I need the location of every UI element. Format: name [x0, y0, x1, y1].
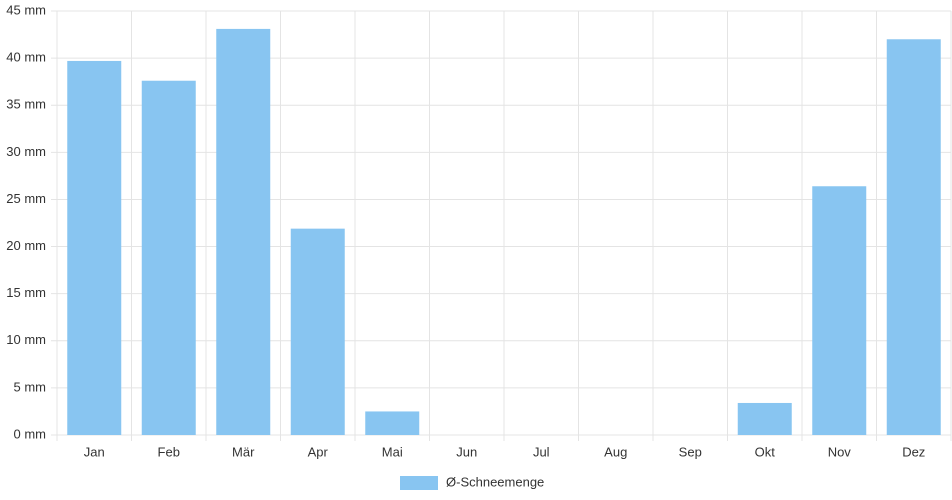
bar	[67, 60, 122, 436]
x-tick-label: Jan	[84, 444, 105, 459]
y-tick-label: 45 mm	[6, 2, 46, 17]
x-tick-label: Mär	[232, 444, 255, 459]
x-tick-label: Jul	[533, 444, 550, 459]
bar	[141, 80, 196, 436]
x-tick-label: Jun	[456, 444, 477, 459]
bar	[737, 402, 792, 435]
y-tick-label: 40 mm	[6, 50, 46, 65]
bar	[216, 28, 271, 435]
bar	[886, 39, 941, 436]
x-tick-label: Nov	[828, 444, 852, 459]
legend-swatch	[400, 476, 438, 490]
y-tick-label: 5 mm	[14, 379, 47, 394]
x-tick-label: Mai	[382, 444, 403, 459]
x-tick-label: Apr	[308, 444, 329, 459]
x-tick-label: Dez	[902, 444, 925, 459]
legend-label: Ø-Schneemenge	[446, 474, 544, 489]
y-tick-label: 10 mm	[6, 332, 46, 347]
bar	[365, 411, 420, 435]
x-tick-label: Feb	[158, 444, 180, 459]
y-tick-label: 25 mm	[6, 191, 46, 206]
x-tick-label: Aug	[604, 444, 627, 459]
y-tick-label: 30 mm	[6, 144, 46, 159]
bar	[812, 186, 867, 435]
x-tick-label: Okt	[755, 444, 776, 459]
y-tick-label: 15 mm	[6, 285, 46, 300]
bar	[290, 228, 345, 435]
y-tick-label: 20 mm	[6, 238, 46, 253]
y-tick-label: 0 mm	[14, 426, 47, 441]
x-tick-label: Sep	[679, 444, 702, 459]
y-tick-label: 35 mm	[6, 97, 46, 112]
